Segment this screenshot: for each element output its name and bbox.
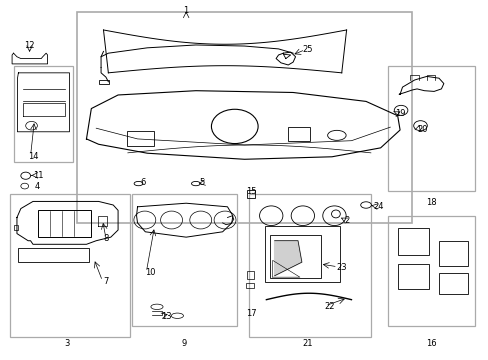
Bar: [38, 210, 91, 237]
Bar: [99, 80, 109, 84]
Text: 14: 14: [28, 152, 38, 161]
Text: 2: 2: [344, 216, 349, 225]
Text: 12: 12: [24, 41, 35, 50]
Polygon shape: [274, 241, 301, 276]
Bar: [77, 12, 411, 223]
Text: 22: 22: [324, 302, 335, 311]
Text: 15: 15: [246, 187, 257, 196]
Bar: [19, 248, 89, 262]
Text: 7: 7: [103, 277, 109, 286]
Text: 25: 25: [302, 45, 313, 54]
Text: 20: 20: [416, 126, 427, 135]
Text: 1: 1: [183, 6, 188, 15]
Bar: [14, 66, 73, 162]
Bar: [387, 66, 474, 191]
Text: 4: 4: [34, 181, 40, 190]
Bar: [264, 226, 340, 282]
Bar: [246, 271, 253, 279]
Bar: [126, 131, 153, 146]
Text: 11: 11: [33, 171, 43, 180]
Text: 17: 17: [246, 309, 257, 318]
Bar: [269, 235, 320, 278]
Text: 3: 3: [64, 339, 70, 348]
Text: 19: 19: [394, 109, 405, 118]
Text: 13: 13: [161, 312, 171, 321]
Bar: [438, 241, 467, 266]
Text: 23: 23: [336, 263, 347, 272]
Text: 21: 21: [302, 339, 312, 348]
Text: 24: 24: [372, 202, 383, 211]
Text: 16: 16: [426, 339, 436, 348]
Bar: [131, 194, 237, 327]
Text: 10: 10: [144, 268, 155, 277]
Bar: [246, 283, 254, 288]
Bar: [247, 190, 255, 198]
Text: 18: 18: [426, 198, 436, 207]
Bar: [10, 194, 130, 337]
Bar: [397, 228, 428, 255]
Bar: [249, 194, 370, 337]
Bar: [287, 127, 309, 141]
Bar: [397, 264, 428, 289]
Text: 6: 6: [140, 178, 145, 187]
Bar: [387, 216, 474, 327]
Bar: [438, 273, 467, 294]
Text: 5: 5: [200, 178, 204, 187]
Text: 9: 9: [181, 339, 186, 348]
Text: 8: 8: [103, 234, 109, 243]
